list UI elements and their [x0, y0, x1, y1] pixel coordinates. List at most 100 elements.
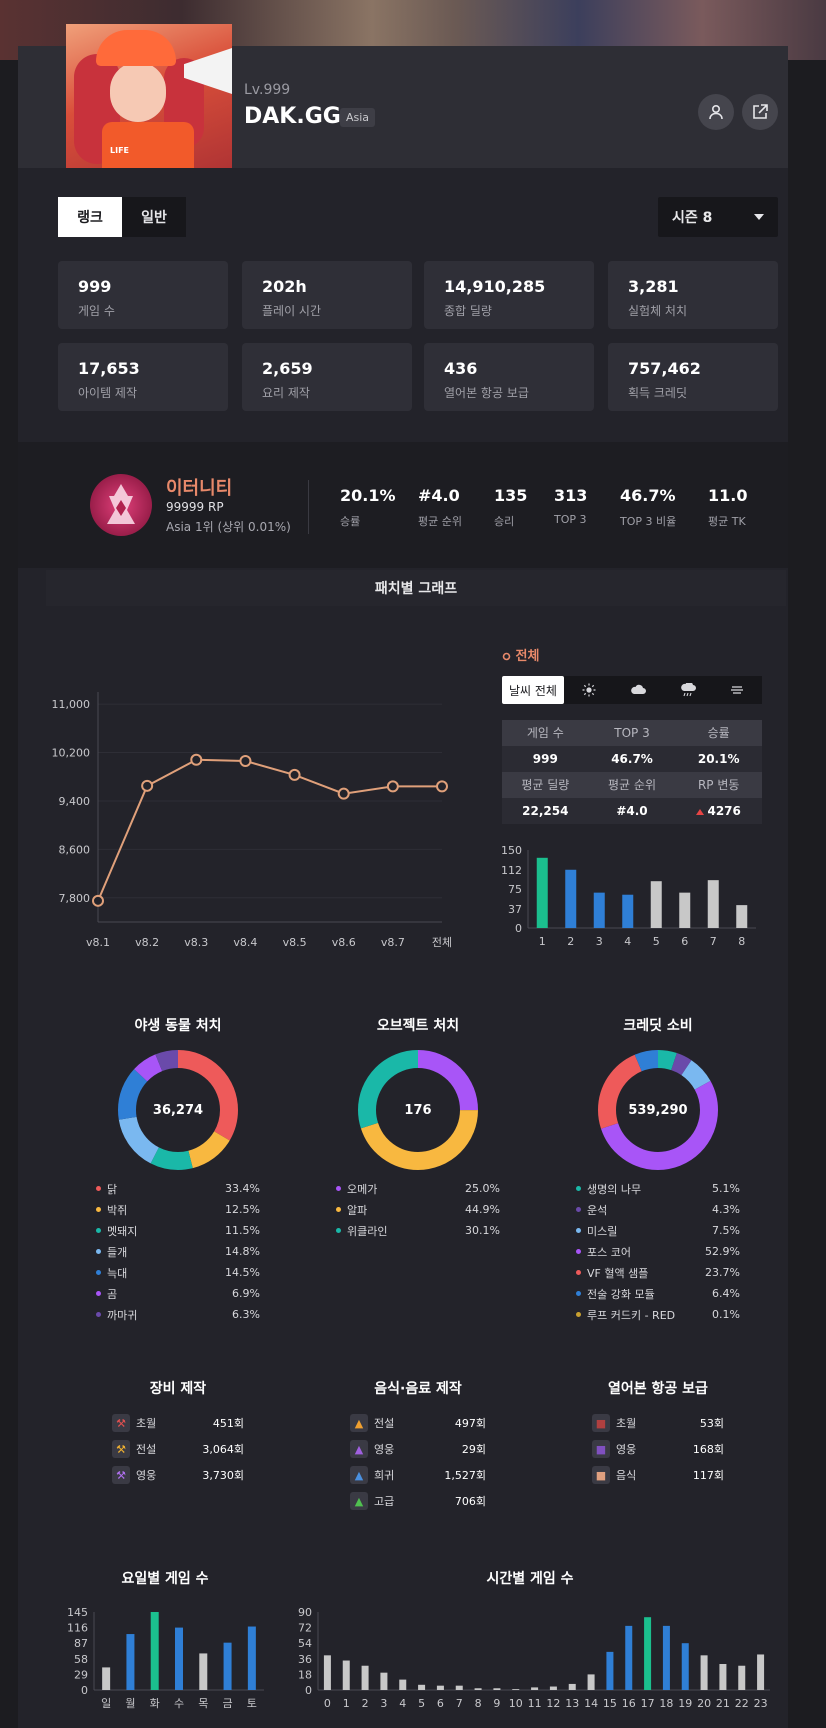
x-tick-label: 0: [324, 1697, 331, 1710]
y-tick-label: 10,200: [52, 747, 91, 760]
summary-value: 46.7%: [611, 752, 653, 766]
donut-slice: [598, 1050, 718, 1170]
legend-name: 생명의 나무: [576, 1181, 641, 1197]
y-tick-label: 18: [298, 1668, 312, 1681]
summary-value-row: 22,254 #4.0 4276: [502, 798, 762, 824]
y-tick-label: 54: [298, 1637, 312, 1650]
legend-dot-icon: [336, 1207, 341, 1212]
y-tick-label: 90: [298, 1606, 312, 1619]
legend-label: 곰: [107, 1287, 118, 1301]
x-tick-label: 9: [493, 1697, 500, 1710]
legend-dot-icon: [96, 1186, 101, 1191]
x-tick-label: v8.5: [283, 936, 307, 949]
stat-value: 202h: [262, 277, 307, 296]
tab-rank[interactable]: 랭크: [58, 197, 122, 237]
legend-item: 위클라인 30.1%: [336, 1220, 500, 1241]
tab-weather-sun[interactable]: [564, 676, 614, 704]
donut-slice: [598, 1050, 718, 1170]
bar: [700, 1655, 708, 1690]
legend-label: 알파: [347, 1203, 368, 1217]
donut-slice: [358, 1050, 478, 1170]
legend-item: 알파 44.9%: [336, 1199, 500, 1220]
fog-icon: [731, 686, 744, 694]
stat-card: 999 게임 수: [58, 261, 228, 329]
x-tick-label: 16: [622, 1697, 636, 1710]
legend-value: 52.9%: [705, 1245, 740, 1258]
y-tick-label: 0: [515, 922, 522, 935]
bowl-icon: ▲: [350, 1492, 368, 1510]
equip-craft-title: 장비 제작: [149, 1381, 207, 1397]
player-level: Lv.999: [244, 82, 291, 98]
bar: [565, 869, 577, 928]
stat-label: 종합 딜량: [444, 304, 492, 318]
craft-row: ■ 영웅 168회: [592, 1436, 724, 1462]
wildlife-total: 36,274: [152, 1103, 204, 1118]
bar: [681, 1643, 689, 1690]
eternity-emblem-icon: [107, 484, 135, 524]
x-tick-label: 수: [174, 1697, 184, 1710]
legend-name: 알파: [336, 1202, 367, 1218]
season-select[interactable]: 시즌 8: [658, 197, 778, 237]
legend-value: 5.1%: [712, 1182, 740, 1195]
stat-label: 요리 제작: [262, 386, 310, 400]
summary-grid: 게임 수 TOP 3 승률 999 46.7% 20.1% 평균 딜량 평균 순위 RP 변…: [502, 720, 762, 824]
credits-donut: [598, 1050, 718, 1170]
tier-emblem-icon: [90, 474, 152, 536]
x-tick-label: v8.3: [184, 936, 208, 949]
bar: [531, 1687, 539, 1690]
x-tick-label: 14: [584, 1697, 598, 1710]
x-tick-label: 금: [223, 1697, 233, 1710]
donut-slice: [118, 1050, 238, 1170]
legend-dot-icon: [336, 1186, 341, 1191]
credits-title: 크레딧 소비: [623, 1018, 693, 1034]
bowl-icon: ▲: [350, 1440, 368, 1458]
craft-count: 53회: [699, 1417, 724, 1430]
legend-name: 루프 커드키 - RED: [576, 1307, 675, 1323]
arrow-up-icon: [696, 809, 705, 815]
tab-weather-fog[interactable]: [713, 676, 763, 704]
y-tick-label: 11,000: [52, 698, 91, 711]
x-tick-label: 7: [710, 935, 717, 948]
tab-normal[interactable]: 일반: [122, 197, 186, 237]
legend-value: 33.4%: [225, 1182, 260, 1195]
data-point: [92, 894, 104, 907]
legend-dot-icon: [576, 1186, 581, 1191]
legend-value: 25.0%: [465, 1182, 500, 1195]
mode-tabs: 랭크 일반: [58, 197, 186, 237]
legend-name: 미스릴: [576, 1223, 617, 1239]
stat-card: 757,462 획득 크레딧: [608, 343, 778, 411]
tab-weather-all[interactable]: 날씨 전체: [502, 676, 564, 704]
credits-total: 539,290: [628, 1103, 688, 1118]
craft-count: 706회: [454, 1495, 486, 1508]
stat-value: 999: [78, 277, 112, 296]
y-tick-label: 0: [305, 1684, 312, 1697]
summary-header-row: 게임 수 TOP 3 승률: [502, 720, 762, 746]
rp-change-cell: 4276: [675, 798, 762, 824]
craft-grade: 희귀: [374, 1469, 395, 1482]
legend-value: 14.8%: [225, 1245, 260, 1258]
weekday-bar-chart: 0 29 58 87 116 145 일 월 화 수 목 금 토: [67, 1606, 264, 1710]
craft-row: ■ 음식 117회: [592, 1462, 724, 1488]
x-tick-label: 3: [380, 1697, 387, 1710]
x-tick-label: 15: [603, 1697, 617, 1710]
summary-header: TOP 3: [614, 726, 650, 740]
legend-name: 까마귀: [96, 1307, 137, 1323]
divider: [308, 480, 309, 534]
craft-row: ⚒ 초월 451회: [112, 1410, 244, 1436]
profile-button[interactable]: [698, 94, 734, 130]
x-tick-label: 4: [399, 1697, 406, 1710]
hammer-icon: ⚒: [112, 1414, 130, 1432]
craft-row: ▲ 전설 497회: [350, 1410, 486, 1436]
hammer-icon: ⚒: [112, 1466, 130, 1484]
tier-stat-value: 46.7%: [620, 486, 676, 505]
share-button[interactable]: [742, 94, 778, 130]
objects-donut: [358, 1050, 478, 1170]
tab-weather-rain[interactable]: [663, 676, 713, 704]
legend-label: 운석: [587, 1203, 608, 1217]
legend-name: 포스 코어: [576, 1244, 631, 1260]
tier-stat: 135 승리: [494, 486, 527, 529]
legend-name: 운석: [576, 1202, 607, 1218]
legend-label: 들개: [107, 1245, 128, 1259]
bar: [593, 892, 605, 928]
tab-weather-cloud[interactable]: [613, 676, 663, 704]
